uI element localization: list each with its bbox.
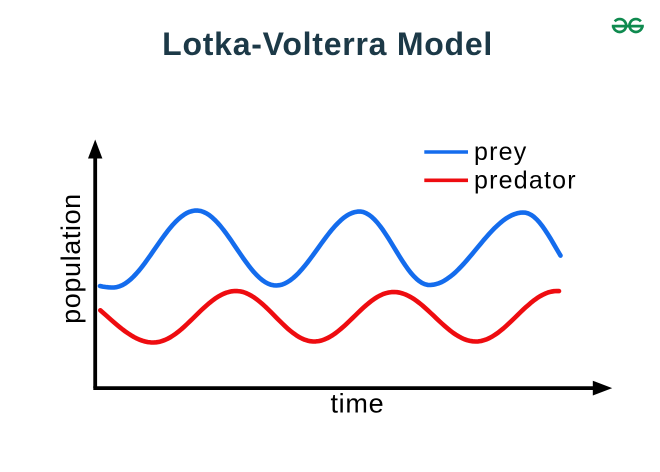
svg-text:prey: prey — [474, 138, 527, 166]
svg-text:predator: predator — [474, 166, 577, 194]
svg-text:Lotka-Volterra Model: Lotka-Volterra Model — [162, 26, 493, 62]
svg-text:time: time — [330, 389, 384, 419]
svg-text:population: population — [56, 193, 86, 324]
